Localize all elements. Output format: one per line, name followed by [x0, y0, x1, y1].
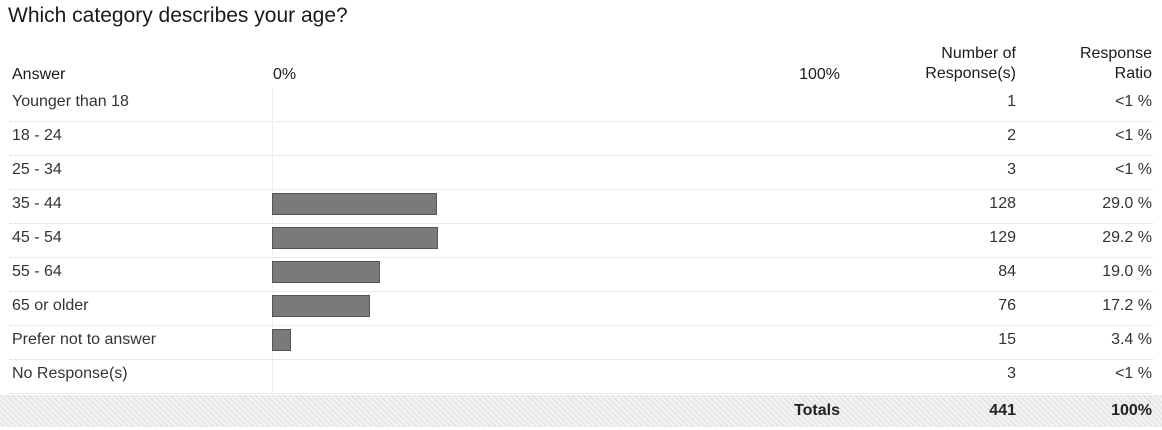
response-ratio: 29.0 % — [1102, 195, 1152, 212]
response-bar — [272, 193, 437, 215]
response-ratio: <1 % — [1115, 93, 1152, 110]
table-row: No Response(s) 3 <1 % — [0, 360, 1162, 394]
row-divider — [10, 257, 1154, 258]
response-count: 3 — [1007, 161, 1016, 178]
ratio-header-line1: Response — [1079, 45, 1152, 62]
answer-label: Younger than 18 — [12, 93, 129, 110]
question-title: Which category describes your age? — [8, 4, 348, 27]
response-count: 1 — [1007, 93, 1016, 110]
response-ratio: <1 % — [1115, 161, 1152, 178]
response-count: 2 — [1007, 127, 1016, 144]
scale-max-label: 100% — [799, 66, 840, 83]
answer-label: 18 - 24 — [12, 127, 62, 144]
response-ratio: 3.4 % — [1111, 331, 1152, 348]
table-row: 55 - 64 84 19.0 % — [0, 258, 1162, 292]
response-ratio: <1 % — [1115, 127, 1152, 144]
totals-row: Totals 441 100% — [0, 395, 1162, 427]
count-header-line2: Response(s) — [925, 65, 1016, 82]
response-count: 15 — [998, 331, 1016, 348]
table-row: Younger than 18 1 <1 % — [0, 88, 1162, 122]
response-bar — [272, 227, 438, 249]
row-divider — [10, 359, 1154, 360]
answer-label: 35 - 44 — [12, 195, 62, 212]
table-row: 65 or older 76 17.2 % — [0, 292, 1162, 326]
answer-label: 55 - 64 — [12, 263, 62, 280]
response-ratio: 29.2 % — [1102, 229, 1152, 246]
answer-label: 25 - 34 — [12, 161, 62, 178]
answer-label: 65 or older — [12, 297, 89, 314]
totals-count: 441 — [989, 402, 1016, 419]
table-row: 25 - 34 3 <1 % — [0, 156, 1162, 190]
answer-label: 45 - 54 — [12, 229, 62, 246]
row-divider — [10, 121, 1154, 122]
row-divider — [10, 155, 1154, 156]
response-count: 128 — [989, 195, 1016, 212]
answer-label: Prefer not to answer — [12, 331, 157, 348]
table-row: 35 - 44 128 29.0 % — [0, 190, 1162, 224]
response-count: 3 — [1007, 365, 1016, 382]
response-count: 84 — [998, 263, 1016, 280]
response-bar — [272, 295, 370, 317]
response-ratio: 17.2 % — [1102, 297, 1152, 314]
row-divider — [10, 291, 1154, 292]
response-count: 76 — [998, 297, 1016, 314]
row-divider — [10, 223, 1154, 224]
totals-label: Totals — [794, 402, 840, 419]
table-row: 45 - 54 129 29.2 % — [0, 224, 1162, 258]
answer-column-header: Answer — [12, 66, 66, 83]
response-count: 129 — [989, 229, 1016, 246]
response-ratio: <1 % — [1115, 365, 1152, 382]
response-bar — [272, 261, 380, 283]
ratio-column-header: Response Ratio — [1050, 44, 1152, 84]
scale-min-label: 0% — [273, 66, 297, 83]
totals-ratio: 100% — [1111, 402, 1152, 419]
response-bar — [272, 329, 291, 351]
answer-label: No Response(s) — [12, 365, 128, 382]
row-divider — [10, 393, 1154, 394]
row-divider — [10, 325, 1154, 326]
count-header-line1: Number of — [941, 45, 1016, 62]
count-column-header: Number of Response(s) — [880, 44, 1016, 84]
response-ratio: 19.0 % — [1102, 263, 1152, 280]
ratio-header-line2: Ratio — [1114, 65, 1152, 82]
table-row: Prefer not to answer 15 3.4 % — [0, 326, 1162, 360]
row-divider — [10, 189, 1154, 190]
table-row: 18 - 24 2 <1 % — [0, 122, 1162, 156]
